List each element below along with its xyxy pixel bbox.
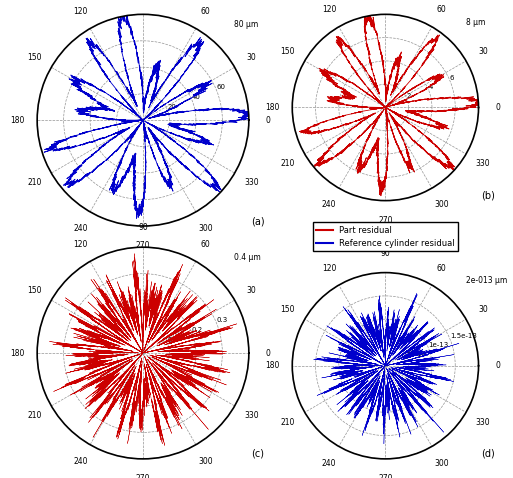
Text: 2e-013 μm: 2e-013 μm — [466, 276, 507, 285]
Legend: Part residual, Reference cylinder residual: Part residual, Reference cylinder residu… — [312, 222, 458, 251]
Text: 80 μm: 80 μm — [234, 20, 259, 29]
Text: (c): (c) — [251, 449, 264, 459]
Text: (a): (a) — [251, 216, 265, 226]
Text: (d): (d) — [481, 449, 495, 459]
Text: 0.4 μm: 0.4 μm — [234, 253, 261, 262]
Text: 8 μm: 8 μm — [466, 18, 485, 27]
Text: (b): (b) — [481, 191, 495, 201]
